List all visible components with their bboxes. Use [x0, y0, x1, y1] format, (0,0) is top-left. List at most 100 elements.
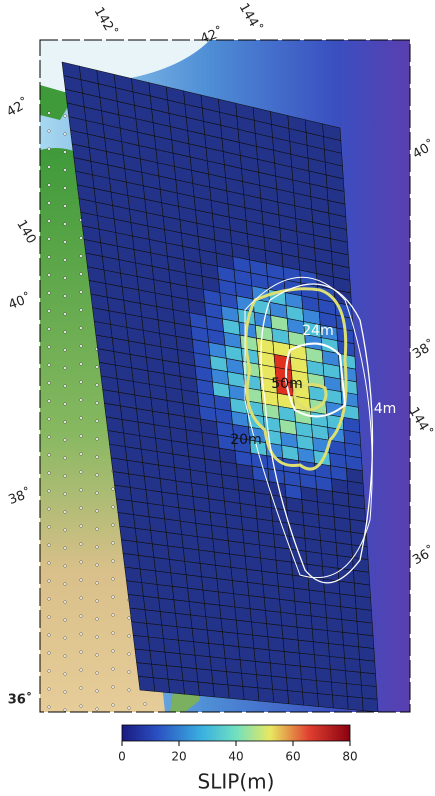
station: [64, 619, 67, 622]
fault-cell: [320, 528, 337, 543]
station: [48, 418, 51, 421]
station: [80, 489, 83, 492]
fault-cell: [221, 618, 238, 633]
station: [64, 511, 67, 514]
fault-cell: [163, 639, 180, 654]
fault-cell: [342, 620, 358, 635]
station: [96, 672, 99, 675]
fault-cell: [137, 663, 154, 678]
station: [64, 367, 67, 370]
fault-cell: [183, 548, 200, 563]
station: [80, 435, 83, 438]
fault-cell: [168, 679, 184, 694]
fault-cell: [227, 528, 244, 543]
fault-cell: [210, 512, 227, 527]
station: [48, 238, 51, 241]
contour-label: 50m: [271, 376, 302, 392]
fault-cell: [167, 666, 184, 681]
station: [48, 526, 51, 529]
fault-cell: [241, 673, 257, 688]
station: [64, 421, 67, 424]
fault-cell: [255, 661, 271, 676]
fault-cell: [194, 642, 211, 657]
fault-cell: [269, 650, 285, 665]
station: [48, 130, 51, 133]
fault-cell: [133, 635, 150, 650]
fault-cell: [358, 634, 374, 648]
colorbar-tick-label: 20: [171, 750, 186, 764]
station: [48, 706, 51, 709]
station: [96, 546, 99, 549]
fault-cell: [217, 579, 234, 594]
fault-cell: [125, 567, 142, 583]
fault-cell: [275, 547, 292, 562]
station: [64, 439, 67, 442]
station: [64, 565, 67, 568]
station: [80, 633, 83, 636]
fault-cell: [345, 671, 361, 685]
station: [48, 562, 51, 565]
fault-cell: [286, 678, 302, 692]
fault-cell: [339, 581, 355, 596]
fault-cell: [157, 584, 174, 599]
fault-cell: [344, 645, 360, 659]
fault-cell: [198, 682, 214, 697]
station: [112, 704, 115, 707]
fault-cell: [148, 503, 165, 519]
station: [48, 202, 51, 205]
fault-cell: [259, 545, 276, 560]
station: [112, 488, 115, 491]
fault-cell: [180, 654, 197, 669]
station: [48, 472, 51, 475]
fault-cell: [138, 676, 155, 691]
station: [128, 707, 131, 710]
station: [64, 529, 67, 532]
fault-cell: [135, 649, 152, 664]
lon-label: 144˚: [236, 0, 266, 35]
fault-cell: [142, 583, 159, 598]
fault-cell: [264, 597, 280, 612]
basemap: 24m 50m 4m 20m: [40, 40, 410, 712]
station: [48, 112, 51, 115]
fault-cell: [243, 530, 260, 545]
station: [80, 525, 83, 528]
fault-cell: [151, 530, 168, 546]
fault-cell: [214, 552, 231, 567]
fault-cell: [188, 588, 205, 603]
station: [112, 542, 115, 545]
fault-cell: [174, 600, 191, 615]
station: [128, 635, 131, 638]
station: [80, 705, 83, 708]
station: [64, 493, 67, 496]
station: [64, 655, 67, 658]
station: [64, 475, 67, 478]
station: [96, 708, 99, 711]
station: [112, 578, 115, 581]
station: [64, 133, 67, 136]
station: [80, 453, 83, 456]
fault-cell: [183, 681, 199, 696]
fault-cell: [345, 658, 361, 672]
lon-label: 142˚: [91, 4, 121, 39]
fault-cell: [246, 569, 263, 584]
fault-cell: [130, 608, 147, 623]
fault-cell: [220, 605, 237, 620]
station: [48, 292, 51, 295]
fault-cell: [283, 638, 299, 653]
fault-cell: [301, 679, 317, 693]
fault-cell: [165, 652, 182, 667]
fault-cell: [225, 658, 241, 673]
station: [64, 691, 67, 694]
fault-cell: [313, 642, 329, 657]
fault-cell: [335, 530, 352, 545]
fault-cell: [145, 610, 162, 625]
fault-cell: [315, 668, 331, 682]
fault-cell: [296, 614, 312, 629]
fault-cell: [324, 592, 340, 607]
station: [48, 436, 51, 439]
station: [64, 313, 67, 316]
fault-cell: [327, 631, 343, 646]
station: [48, 670, 51, 673]
station: [48, 184, 51, 187]
fault-cell: [299, 653, 315, 668]
